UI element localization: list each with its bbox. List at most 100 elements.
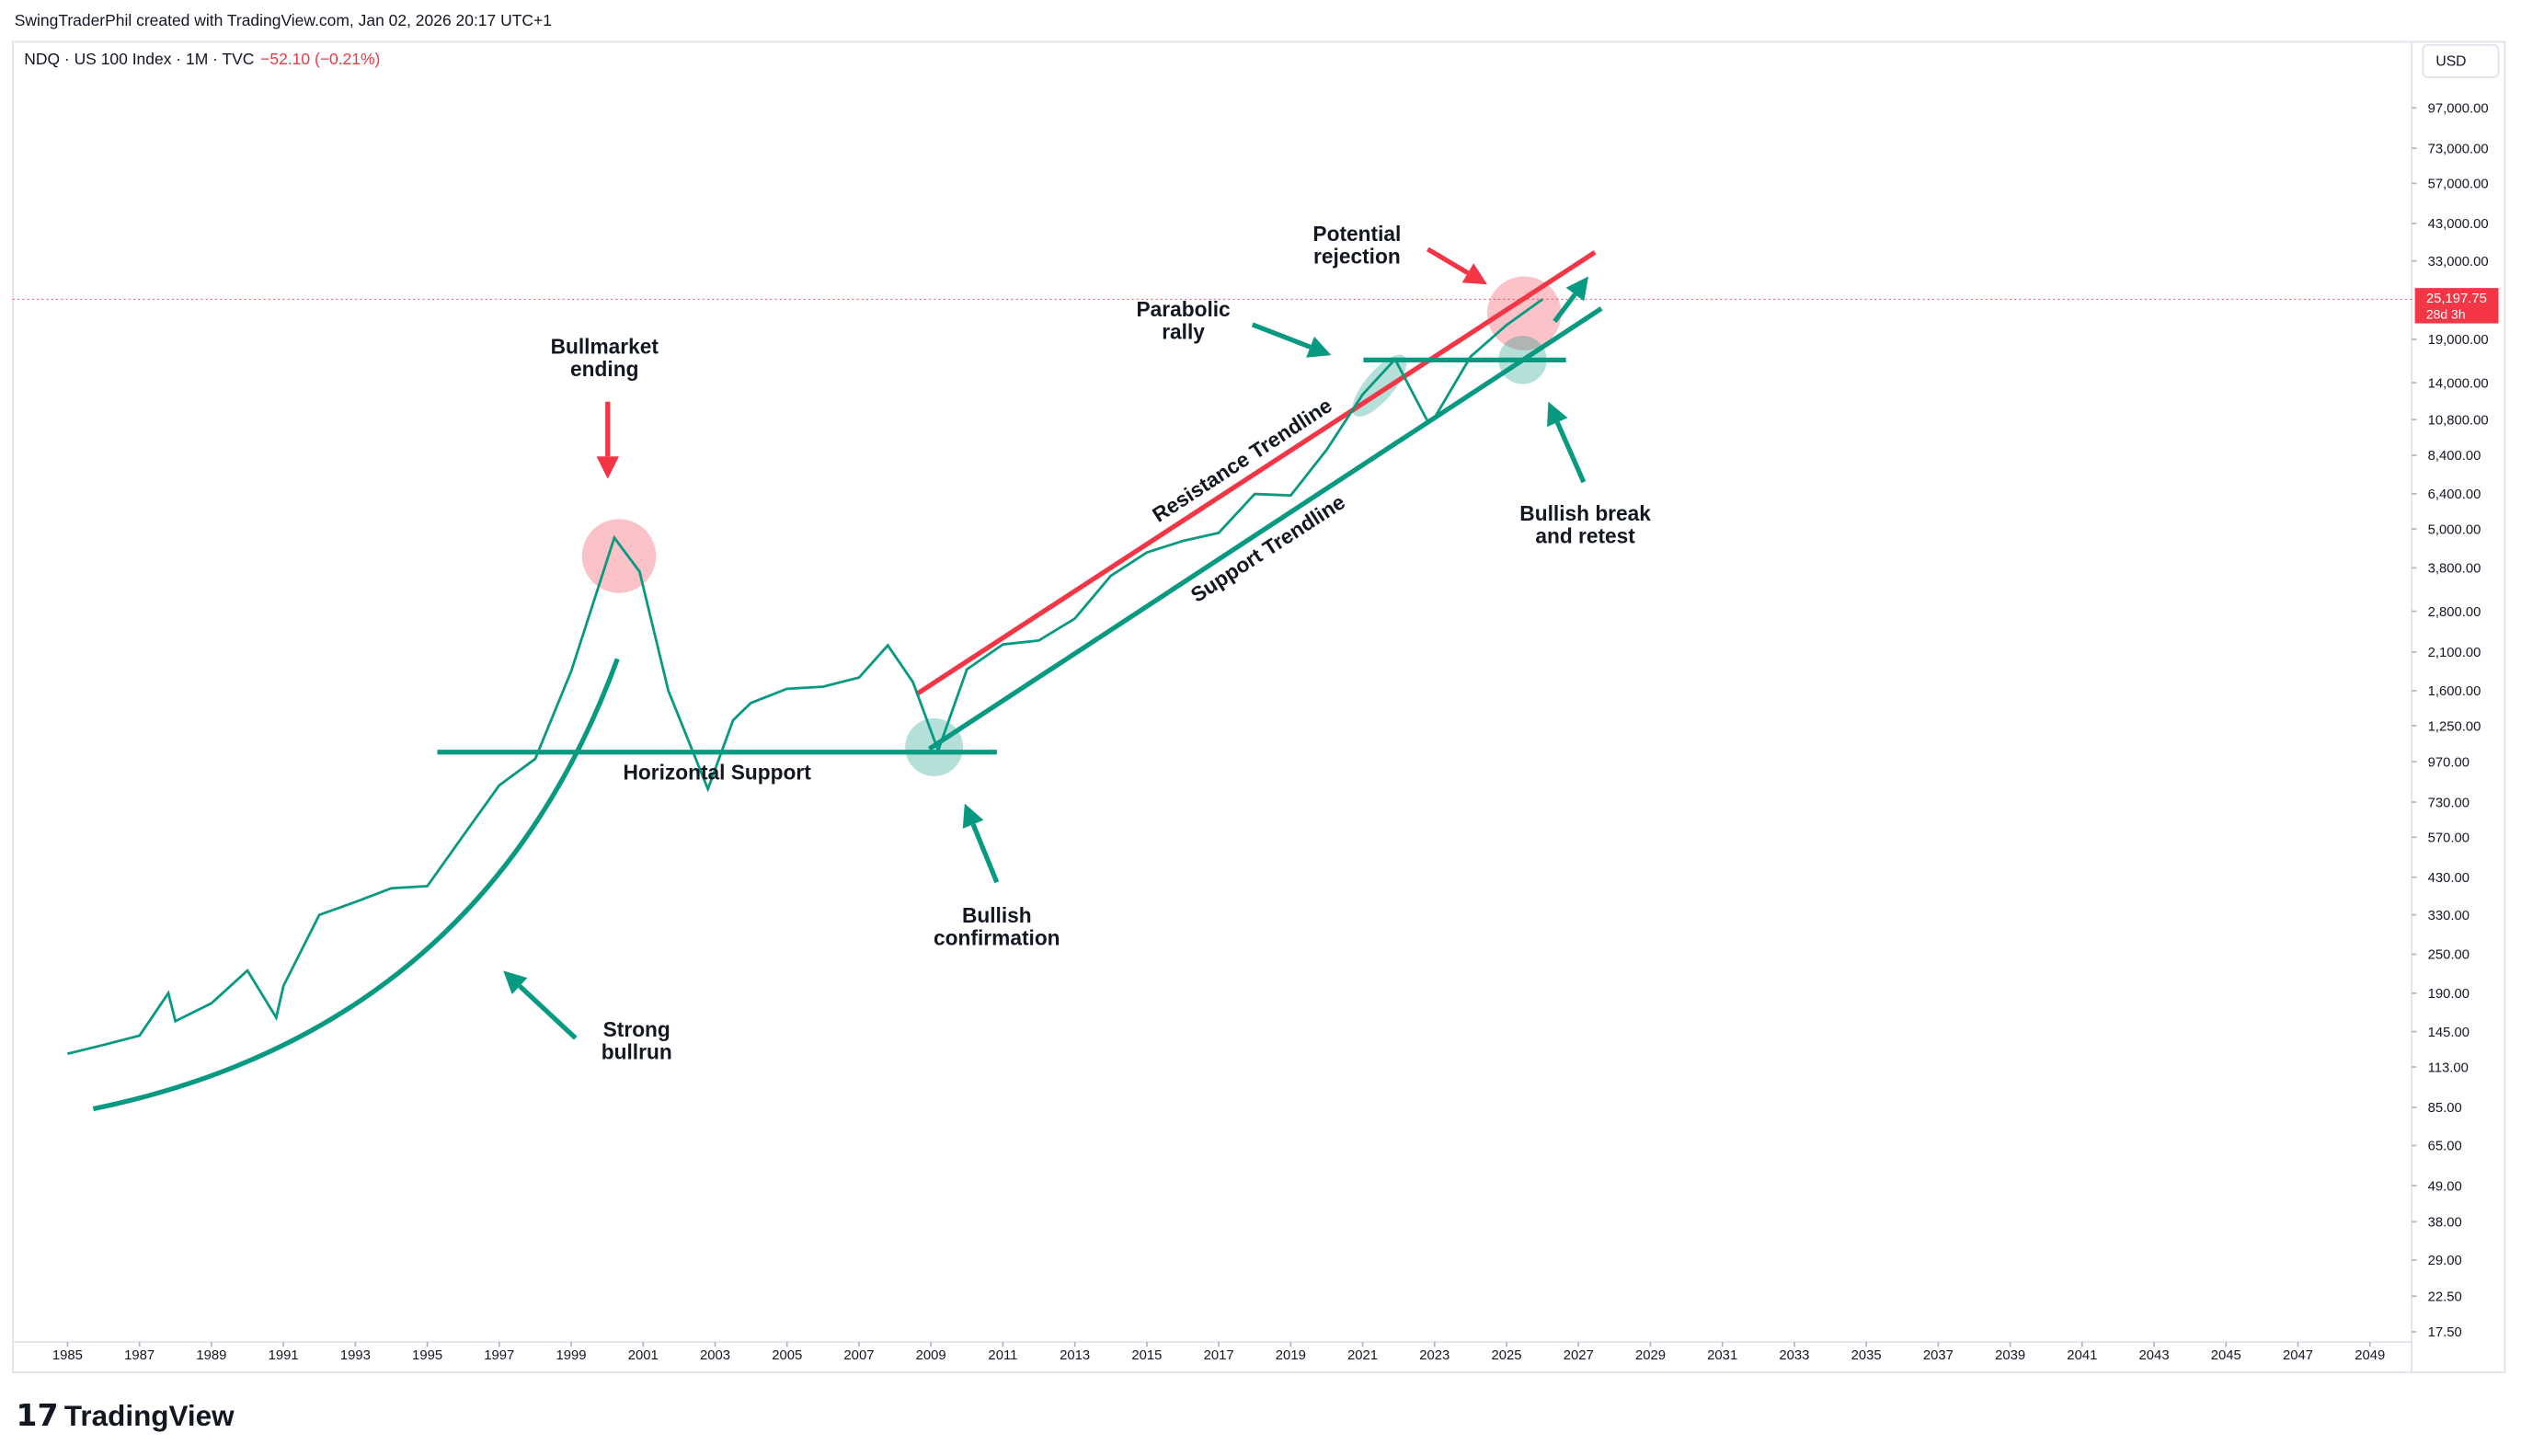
x-tick-label: 2021 — [1347, 1348, 1378, 1363]
y-tick-label: 85.00 — [2428, 1101, 2462, 1116]
x-tick-label: 2029 — [1635, 1348, 1666, 1363]
arrow-head — [1565, 276, 1589, 302]
currency-box[interactable] — [2422, 44, 2500, 78]
y-tick-label: 43,000.00 — [2428, 217, 2489, 232]
x-tick-label: 2015 — [1131, 1348, 1162, 1363]
symbol: NDQ · US 100 Index · 1M · TVC — [24, 50, 254, 68]
x-tick-label: 1987 — [124, 1348, 155, 1363]
arrow-shaft — [1554, 421, 1587, 484]
x-tick-label: 1997 — [484, 1348, 514, 1363]
x-tick-label: 1991 — [269, 1348, 299, 1363]
annotation: Bullmarket — [551, 334, 659, 358]
resistance-trendline — [914, 250, 1597, 697]
x-tick-label: 2025 — [1491, 1348, 1521, 1363]
annotation: Parabolic — [1136, 297, 1230, 321]
y-tick-label: 73,000.00 — [2428, 142, 2489, 156]
y-tick-label: 3,800.00 — [2428, 562, 2481, 577]
x-tick-label: 2007 — [843, 1348, 874, 1363]
arrow-shaft — [518, 984, 578, 1040]
arrow-head — [503, 970, 528, 994]
x-tick-label: 2049 — [2355, 1348, 2385, 1363]
y-tick-label: 190.00 — [2428, 987, 2469, 1002]
x-tick-label: 1999 — [556, 1348, 587, 1363]
brand-logo: 𝟭𝟳 — [16, 1399, 58, 1433]
bullrun-curve — [92, 658, 620, 1112]
y-tick-label: 145.00 — [2428, 1026, 2469, 1040]
x-tick-label: 1989 — [196, 1348, 226, 1363]
x-tick-label: 2047 — [2283, 1348, 2313, 1363]
y-tick-label: 33,000.00 — [2428, 255, 2489, 269]
annotation: ending — [570, 357, 638, 381]
x-tick-label: 2013 — [1060, 1348, 1090, 1363]
x-tick-label: 2039 — [1995, 1348, 2025, 1363]
y-tick-label: 17.50 — [2428, 1325, 2462, 1340]
annotation: Bullish break — [1519, 501, 1651, 525]
y-tick-label: 2,100.00 — [2428, 646, 2481, 660]
y-tick-label: 1,600.00 — [2428, 684, 2481, 699]
arrow-head — [962, 803, 984, 829]
currency: USD — [2435, 54, 2466, 70]
annotation: rally — [1162, 320, 1205, 344]
y-tick-label: 8,400.00 — [2428, 449, 2481, 464]
y-tick-label: 730.00 — [2428, 796, 2469, 810]
annotation: rejection — [1313, 245, 1401, 269]
x-tick-label: 2011 — [988, 1348, 1017, 1363]
annotation: Bullish — [962, 903, 1032, 927]
y-tick-label: 430.00 — [2428, 871, 2469, 886]
x-tick-label: 2041 — [2067, 1348, 2097, 1363]
highlight-circle — [581, 519, 657, 593]
y-tick-label: 49.00 — [2428, 1179, 2462, 1194]
y-tick-label: 330.00 — [2428, 909, 2469, 923]
y-tick-label: 22.50 — [2428, 1290, 2462, 1304]
y-tick-label: 38.00 — [2428, 1216, 2462, 1231]
x-tick-label: 1985 — [52, 1348, 83, 1363]
frame — [12, 40, 2506, 1374]
last-price-label: 25,197.75 — [2426, 292, 2487, 306]
annotation: Potential — [1312, 222, 1401, 246]
countdown: 28d 3h — [2426, 306, 2466, 321]
y-tick-label: 14,000.00 — [2428, 376, 2489, 391]
x-tick-label: 1993 — [340, 1348, 371, 1363]
arrow-head — [1547, 401, 1568, 428]
price-line — [67, 298, 1543, 1056]
y-tick-label: 65.00 — [2428, 1140, 2462, 1154]
x-tick-label: 2001 — [628, 1348, 659, 1363]
y-tick-label: 1,250.00 — [2428, 719, 2481, 734]
support-trendline — [927, 306, 1603, 751]
annotation: bullrun — [602, 1039, 672, 1063]
annotation: and retest — [1535, 524, 1635, 548]
change: −52.10 (−0.21%) — [260, 50, 380, 68]
x-tick-label: 2031 — [1707, 1348, 1737, 1363]
arrow-head — [1306, 336, 1332, 358]
arrow-shaft — [1426, 246, 1470, 276]
arrow-shaft — [1251, 322, 1312, 350]
last-price-box — [2414, 288, 2499, 324]
y-tick-label: 113.00 — [2428, 1060, 2469, 1075]
x-tick-label: 2023 — [1419, 1348, 1450, 1363]
y-tick-label: 19,000.00 — [2428, 333, 2489, 348]
annotation: confirmation — [934, 925, 1060, 949]
arrow-head — [596, 456, 620, 479]
y-tick-label: 57,000.00 — [2428, 178, 2489, 192]
x-tick-label: 2019 — [1276, 1348, 1306, 1363]
x-tick-label: 2005 — [772, 1348, 802, 1363]
brand: TradingView — [64, 1400, 235, 1432]
arrow-head — [1461, 263, 1487, 285]
x-tick-label: 2027 — [1564, 1348, 1594, 1363]
y-tick-label: 97,000.00 — [2428, 102, 2489, 117]
arrow-shaft — [970, 823, 1000, 884]
x-tick-label: 2043 — [2139, 1348, 2170, 1363]
drawings — [92, 250, 1603, 1112]
y-tick-label: 2,800.00 — [2428, 605, 2481, 620]
y-tick-label: 250.00 — [2428, 948, 2469, 963]
annotation: Strong — [603, 1017, 670, 1041]
x-tick-label: 2037 — [1923, 1348, 1954, 1363]
x-tick-label: 2009 — [916, 1348, 946, 1363]
x-tick-label: 2017 — [1204, 1348, 1234, 1363]
x-tick-label: 2035 — [1851, 1348, 1882, 1363]
annotation: Horizontal Support — [623, 760, 811, 784]
y-tick-label: 570.00 — [2428, 831, 2469, 845]
